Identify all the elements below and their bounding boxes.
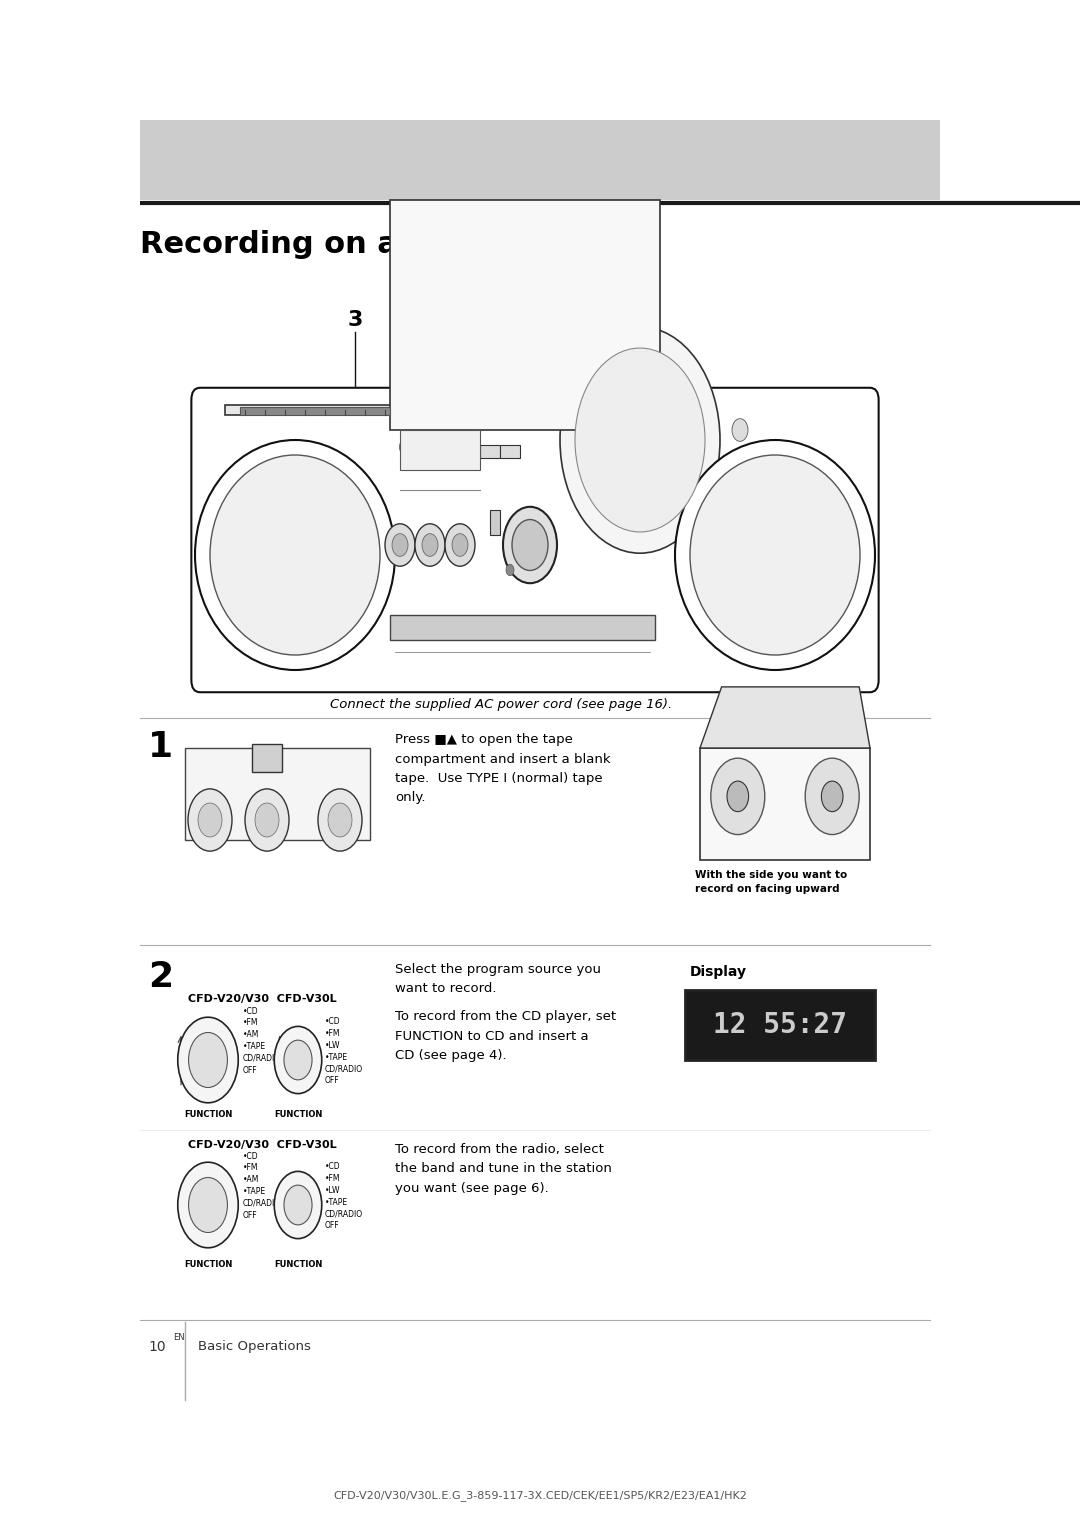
Circle shape <box>422 533 438 556</box>
Circle shape <box>445 524 475 567</box>
Text: FUNCTION: FUNCTION <box>274 1109 322 1118</box>
Bar <box>252 744 282 772</box>
Circle shape <box>274 1172 322 1239</box>
Bar <box>440 445 460 458</box>
Text: To record from the CD player, set
FUNCTION to CD and insert a
CD (see page 4).: To record from the CD player, set FUNCTI… <box>395 1010 616 1062</box>
Text: 12 55:27: 12 55:27 <box>713 1012 847 1039</box>
Circle shape <box>732 419 748 442</box>
Text: •CD
•FM
•AM
•TAPE
CD/RADIO
OFF: •CD •FM •AM •TAPE CD/RADIO OFF <box>243 1007 281 1074</box>
Text: EN: EN <box>173 1332 185 1342</box>
Ellipse shape <box>210 455 380 656</box>
Circle shape <box>198 804 222 837</box>
Text: •CD
•FM
•LW
•TAPE
CD/RADIO
OFF: •CD •FM •LW •TAPE CD/RADIO OFF <box>325 1163 363 1230</box>
FancyBboxPatch shape <box>191 388 879 692</box>
Bar <box>140 121 940 200</box>
Circle shape <box>417 435 433 458</box>
Circle shape <box>507 564 514 576</box>
Text: To record from the radio, select
the band and tune in the station
you want (see : To record from the radio, select the ban… <box>395 1143 612 1195</box>
Bar <box>480 445 500 458</box>
Circle shape <box>512 520 548 570</box>
Ellipse shape <box>195 440 395 669</box>
Circle shape <box>178 1018 239 1103</box>
Bar <box>240 406 390 416</box>
Polygon shape <box>700 688 870 749</box>
Circle shape <box>245 788 289 851</box>
Ellipse shape <box>675 440 875 669</box>
Circle shape <box>318 788 362 851</box>
Circle shape <box>189 1178 228 1233</box>
Text: 1: 1 <box>437 310 453 330</box>
Circle shape <box>806 758 860 834</box>
Text: Connect the supplied AC power cord (see page 16).: Connect the supplied AC power cord (see … <box>330 698 672 711</box>
Text: 1: 1 <box>148 730 173 764</box>
Text: FUNCTION: FUNCTION <box>184 1261 232 1268</box>
Text: 3: 3 <box>348 310 363 330</box>
Text: FUNCTION: FUNCTION <box>274 1261 322 1268</box>
Text: CFD-V20/V30/V30L.E.G_3-859-117-3X.CED/CEK/EE1/SP5/KR2/E23/EA1/HK2: CFD-V20/V30/V30L.E.G_3-859-117-3X.CED/CE… <box>333 1490 747 1500</box>
Circle shape <box>727 781 748 811</box>
Text: STOP/EJECT: STOP/EJECT <box>246 752 309 762</box>
Bar <box>490 510 500 535</box>
Text: Press ■▲ to open the tape
compartment and insert a blank
tape.  Use TYPE I (norm: Press ■▲ to open the tape compartment an… <box>395 733 610 805</box>
Text: Select the program source you
want to record.: Select the program source you want to re… <box>395 963 600 996</box>
Circle shape <box>415 524 445 567</box>
Bar <box>500 445 519 458</box>
Bar <box>685 990 875 1060</box>
Text: With the side you want to
record on facing upward: With the side you want to record on faci… <box>696 869 847 894</box>
Text: •CD
•FM
•LW
•TAPE
CD/RADIO
OFF: •CD •FM •LW •TAPE CD/RADIO OFF <box>325 1018 363 1085</box>
Circle shape <box>561 327 720 553</box>
Ellipse shape <box>690 455 860 656</box>
Circle shape <box>255 804 279 837</box>
Bar <box>700 749 870 860</box>
Circle shape <box>274 1027 322 1094</box>
Circle shape <box>392 533 408 556</box>
Bar <box>185 749 370 840</box>
Text: 2: 2 <box>148 960 173 995</box>
Circle shape <box>575 348 705 532</box>
Circle shape <box>400 435 416 458</box>
Circle shape <box>178 1163 239 1248</box>
Bar <box>225 405 640 416</box>
Circle shape <box>711 758 765 834</box>
Bar <box>390 200 660 429</box>
Circle shape <box>189 1033 228 1088</box>
Text: ▶▶: ▶▶ <box>205 779 222 788</box>
Circle shape <box>328 804 352 837</box>
Text: 10: 10 <box>148 1340 165 1354</box>
Text: CFD-V20/V30  CFD-V30L: CFD-V20/V30 CFD-V30L <box>188 1140 337 1151</box>
Circle shape <box>284 1186 312 1225</box>
Text: •CD
•FM
•AM
•TAPE
CD/RADIO
OFF: •CD •FM •AM •TAPE CD/RADIO OFF <box>243 1152 281 1219</box>
Text: CFD-V20/V30  CFD-V30L: CFD-V20/V30 CFD-V30L <box>188 995 337 1004</box>
Bar <box>460 445 480 458</box>
Text: ‖: ‖ <box>315 778 321 790</box>
Circle shape <box>453 533 468 556</box>
Circle shape <box>284 1041 312 1080</box>
Text: ■▲: ■▲ <box>258 781 275 792</box>
Text: Display: Display <box>690 966 747 979</box>
Text: Basic Operations: Basic Operations <box>198 1340 311 1352</box>
Bar <box>390 614 654 640</box>
Circle shape <box>188 788 232 851</box>
Circle shape <box>822 781 843 811</box>
Text: FUNCTION: FUNCTION <box>184 1109 232 1118</box>
Bar <box>400 429 480 471</box>
Circle shape <box>384 524 415 567</box>
Text: Recording on a tape: Recording on a tape <box>140 231 486 260</box>
Circle shape <box>503 507 557 584</box>
